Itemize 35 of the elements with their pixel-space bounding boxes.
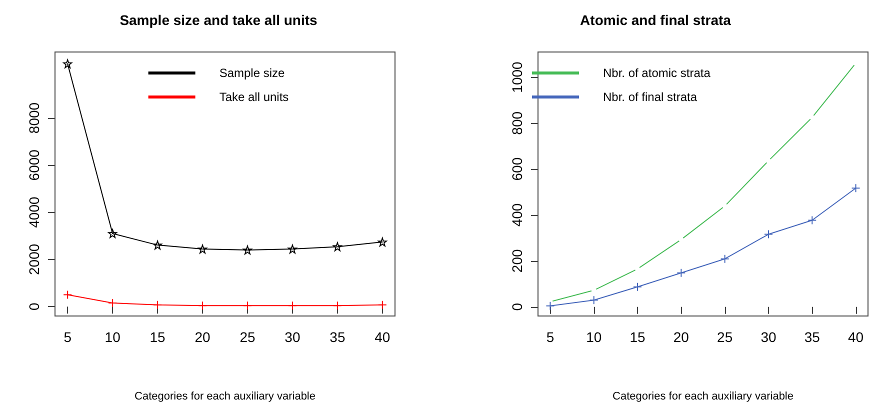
x-tick-label: 30 [760,329,776,345]
x-tick-label: 25 [240,329,256,345]
legend-label: Nbr. of final strata [602,90,697,104]
y-tick-label: 200 [508,249,524,273]
x-tick-label: 35 [804,329,820,345]
x-tick-label: 5 [64,329,72,345]
x-tick-label: 20 [672,329,689,345]
x-tick-label: 35 [330,329,346,345]
y-tick-label: 6000 [26,149,42,181]
legend-label: Sample size [219,66,286,80]
y-tick-label: 2000 [26,244,42,276]
chart-title: Sample size and take all units [120,12,318,28]
y-tick-label: 600 [508,157,524,181]
legend-label: Take all units [219,90,289,104]
x-tick-label: 20 [194,329,211,345]
y-tick-label: 800 [508,111,524,135]
y-tick-label: 1000 [508,61,524,93]
y-tick-label: 400 [508,203,524,227]
x-tick-label: 40 [847,329,864,345]
legend-label: Nbr. of atomic strata [602,66,710,80]
x-tick-label: 15 [629,329,646,345]
x-axis-title: Categories for each auxiliary variable [134,390,316,402]
y-tick-label: 0 [26,302,42,310]
x-tick-label: 15 [150,329,166,345]
y-tick-label: 4000 [26,196,42,228]
chart-title: Atomic and final strata [580,12,731,28]
y-tick-label: 0 [508,302,524,311]
x-tick-label: 25 [716,329,732,345]
y-tick-label: 8000 [26,102,42,134]
x-tick-label: 30 [284,329,300,345]
x-axis-title: Categories for each auxiliary variable [612,390,793,402]
x-tick-label: 10 [586,329,602,345]
x-tick-label: 5 [546,329,554,345]
x-tick-label: 40 [374,329,390,345]
x-tick-label: 10 [104,329,121,345]
